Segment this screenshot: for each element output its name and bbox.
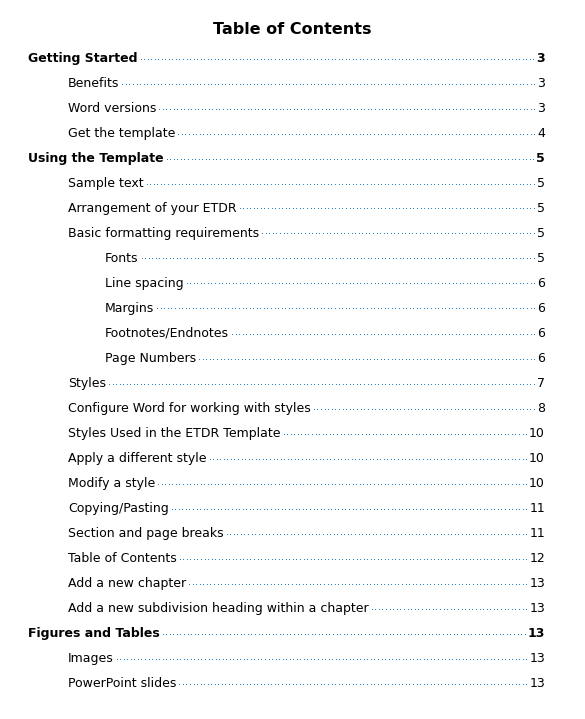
Text: Configure Word for working with styles: Configure Word for working with styles <box>68 402 311 415</box>
Text: 10: 10 <box>529 452 545 465</box>
Text: 4: 4 <box>537 127 545 140</box>
Text: 5: 5 <box>537 202 545 215</box>
Text: 8: 8 <box>537 402 545 415</box>
Text: Styles Used in the ETDR Template: Styles Used in the ETDR Template <box>68 427 280 440</box>
Text: Figures and Tables: Figures and Tables <box>28 627 160 640</box>
Text: Footnotes/Endnotes: Footnotes/Endnotes <box>105 327 229 340</box>
Text: Line spacing: Line spacing <box>105 277 184 290</box>
Text: 3: 3 <box>537 102 545 115</box>
Text: 5: 5 <box>536 152 545 165</box>
Text: 5: 5 <box>537 227 545 240</box>
Text: 13: 13 <box>529 602 545 615</box>
Text: 7: 7 <box>537 377 545 390</box>
Text: Benefits: Benefits <box>68 77 119 90</box>
Text: 13: 13 <box>529 652 545 665</box>
Text: 3: 3 <box>536 52 545 65</box>
Text: Getting Started: Getting Started <box>28 52 137 65</box>
Text: Arrangement of your ETDR: Arrangement of your ETDR <box>68 202 236 215</box>
Text: Basic formatting requirements: Basic formatting requirements <box>68 227 259 240</box>
Text: Add a new subdivision heading within a chapter: Add a new subdivision heading within a c… <box>68 602 369 615</box>
Text: Table of Contents: Table of Contents <box>68 552 177 565</box>
Text: PowerPoint slides: PowerPoint slides <box>68 677 176 690</box>
Text: Get the template: Get the template <box>68 127 176 140</box>
Text: 10: 10 <box>529 477 545 490</box>
Text: 13: 13 <box>528 627 545 640</box>
Text: 13: 13 <box>529 577 545 590</box>
Text: Word versions: Word versions <box>68 102 156 115</box>
Text: 5: 5 <box>537 252 545 265</box>
Text: Apply a different style: Apply a different style <box>68 452 207 465</box>
Text: Section and page breaks: Section and page breaks <box>68 527 223 540</box>
Text: 3: 3 <box>537 77 545 90</box>
Text: Using the Template: Using the Template <box>28 152 164 165</box>
Text: Fonts: Fonts <box>105 252 139 265</box>
Text: 11: 11 <box>529 527 545 540</box>
Text: 11: 11 <box>529 502 545 515</box>
Text: 6: 6 <box>537 302 545 315</box>
Text: Images: Images <box>68 652 113 665</box>
Text: 6: 6 <box>537 352 545 365</box>
Text: Copying/Pasting: Copying/Pasting <box>68 502 168 515</box>
Text: 10: 10 <box>529 427 545 440</box>
Text: Add a new chapter: Add a new chapter <box>68 577 186 590</box>
Text: 5: 5 <box>537 177 545 190</box>
Text: Modify a style: Modify a style <box>68 477 155 490</box>
Text: 6: 6 <box>537 277 545 290</box>
Text: 12: 12 <box>529 552 545 565</box>
Text: Page Numbers: Page Numbers <box>105 352 196 365</box>
Text: 6: 6 <box>537 327 545 340</box>
Text: Sample text: Sample text <box>68 177 144 190</box>
Text: Margins: Margins <box>105 302 154 315</box>
Text: Table of Contents: Table of Contents <box>214 22 371 37</box>
Text: Styles: Styles <box>68 377 106 390</box>
Text: 13: 13 <box>529 677 545 690</box>
